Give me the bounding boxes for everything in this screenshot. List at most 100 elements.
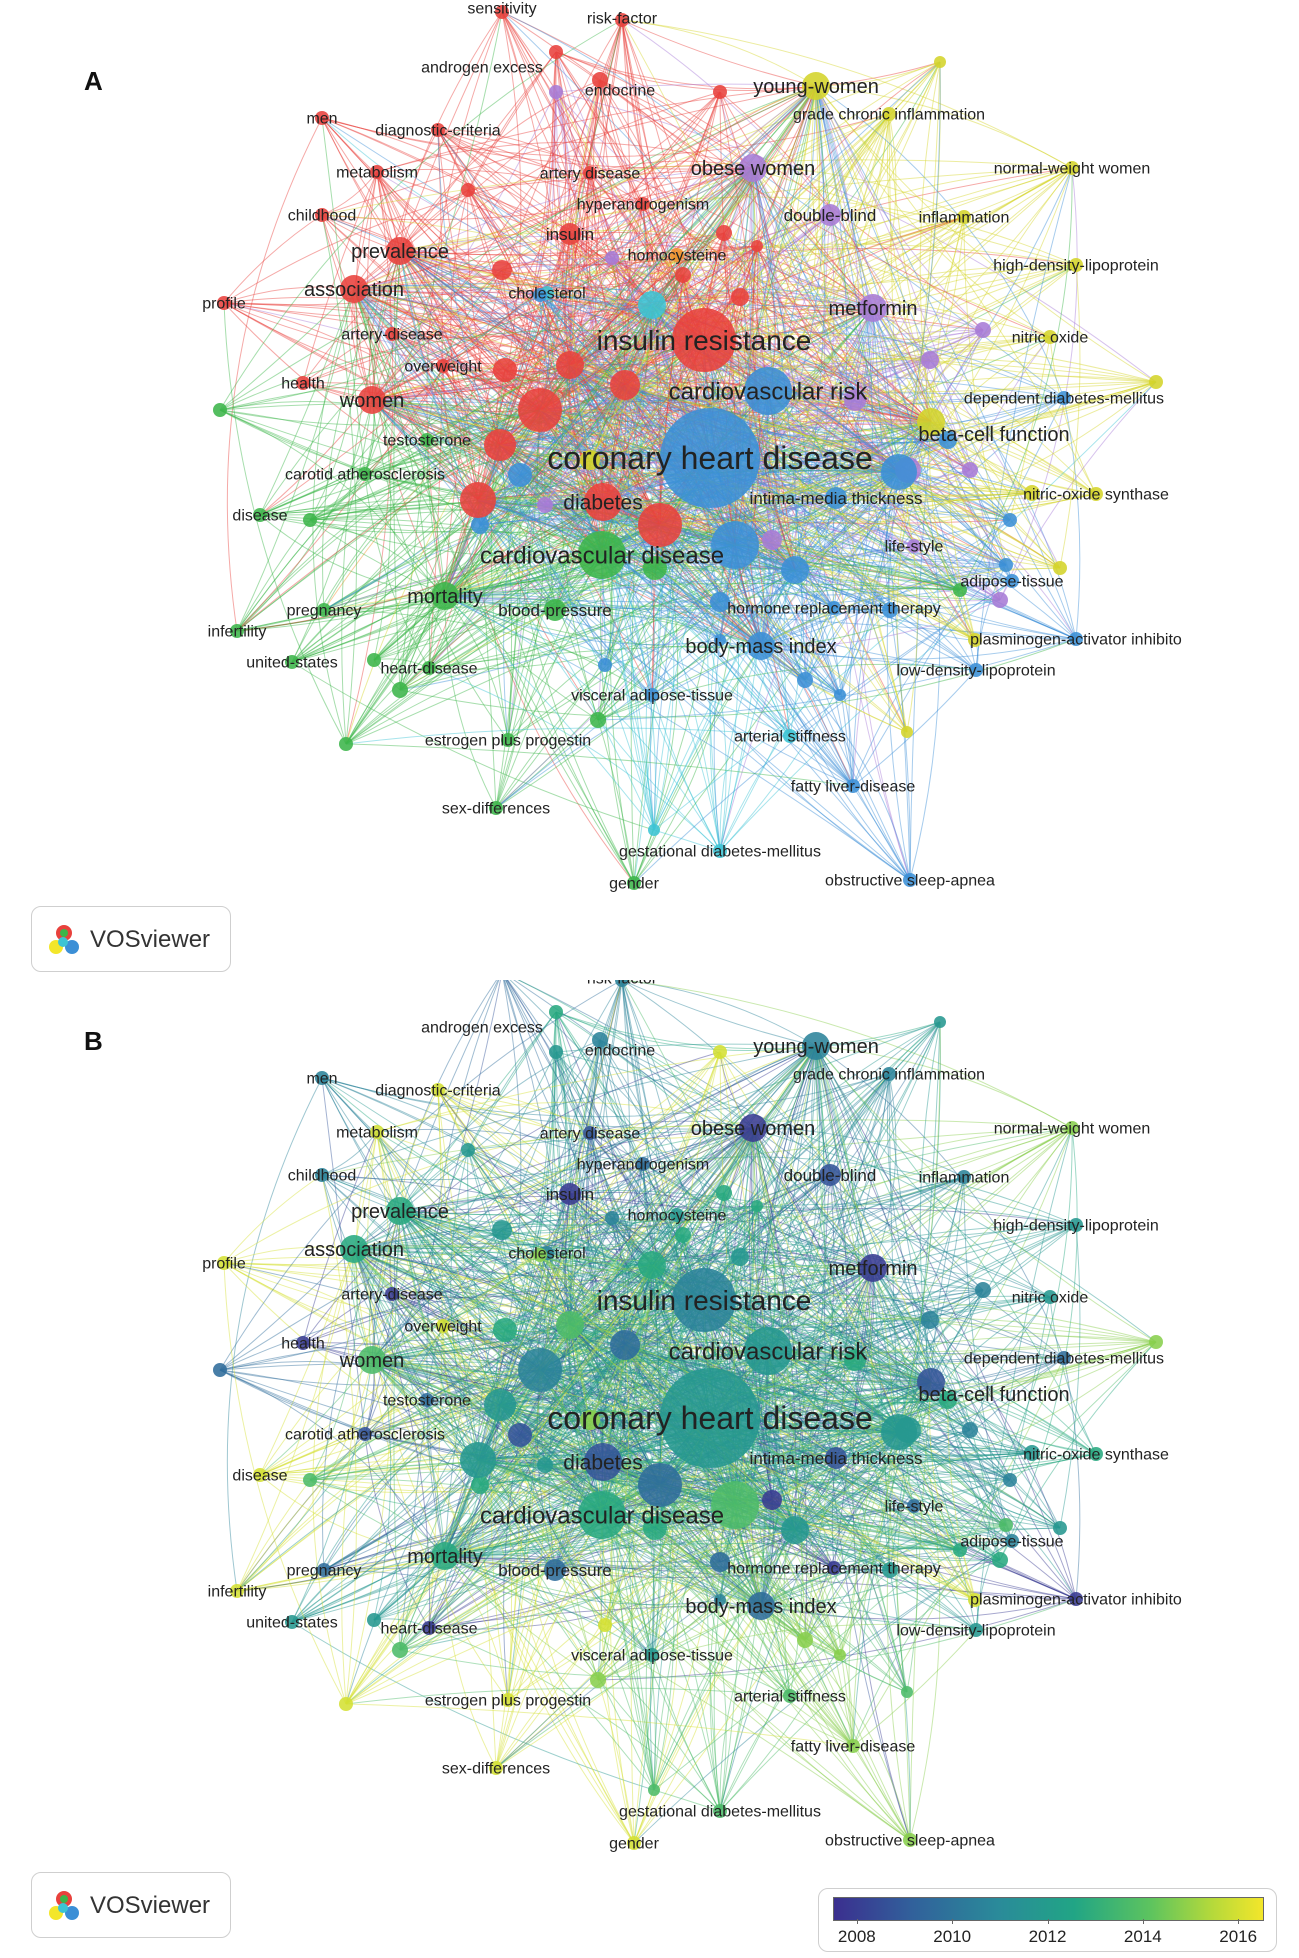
node-young-women[interactable] [802, 1032, 830, 1060]
node[interactable] [975, 1282, 991, 1298]
label-endocrine[interactable]: endocrine [585, 83, 655, 100]
node[interactable] [556, 351, 584, 379]
node-artery-disease[interactable] [385, 1287, 399, 1301]
label-gestational-diabetes-mellitus[interactable]: gestational diabetes-mellitus [619, 1804, 821, 1821]
label-low-density-lipoprotein[interactable]: low-density-lipoprotein [896, 1623, 1055, 1640]
node-life-style[interactable] [907, 1499, 921, 1513]
node-disease[interactable] [253, 508, 267, 522]
node[interactable] [1149, 375, 1163, 389]
node[interactable] [731, 288, 749, 306]
label-double-blind[interactable]: double-blind [784, 206, 877, 225]
node[interactable] [460, 482, 496, 518]
node-cardiovascular-disease[interactable] [578, 1491, 626, 1539]
node-sensitivity[interactable] [495, 5, 509, 19]
node[interactable] [999, 1518, 1013, 1532]
node-estrogen-plus-progestin[interactable] [501, 733, 515, 747]
label-cholesterol[interactable]: cholesterol [508, 1246, 585, 1263]
label-plasminogen-activator-inhibito[interactable]: plasminogen-activator inhibito [970, 1592, 1182, 1609]
node-metabolism[interactable] [370, 1125, 384, 1139]
node-blood-pressure[interactable] [544, 599, 566, 621]
label-grade-chronic-inflammation[interactable]: grade chronic inflammation [793, 1067, 985, 1084]
node-arterial-stiffness[interactable] [783, 729, 797, 743]
node-endocrine[interactable] [549, 1045, 563, 1059]
node[interactable] [492, 260, 512, 280]
label-body-mass-index[interactable]: body-mass index [685, 1596, 836, 1618]
label-united-states[interactable]: united-states [246, 1615, 338, 1632]
node-gender[interactable] [627, 876, 641, 890]
label-diabetes[interactable]: diabetes [563, 491, 642, 514]
node[interactable] [580, 450, 600, 470]
node-testosterone[interactable] [420, 1393, 434, 1407]
node[interactable] [962, 1422, 978, 1438]
node[interactable] [939, 1391, 957, 1409]
node[interactable] [508, 463, 532, 487]
node-nitric-oxide[interactable] [1043, 330, 1057, 344]
node-insulin[interactable] [559, 1183, 581, 1205]
node-heart-disease[interactable] [422, 1621, 436, 1635]
vosviewer-badge-a[interactable]: VOSviewer [31, 906, 231, 972]
node-life-style[interactable] [907, 539, 921, 553]
node[interactable] [1053, 561, 1067, 575]
node-obstructive-sleep-apnea[interactable] [903, 873, 917, 887]
node-obstructive-sleep-apnea[interactable] [903, 1833, 917, 1847]
node[interactable] [1053, 1521, 1067, 1535]
node[interactable] [713, 85, 727, 99]
node[interactable] [921, 1311, 939, 1329]
node[interactable] [834, 689, 846, 701]
node[interactable] [881, 454, 917, 490]
node-artery-disease[interactable] [385, 327, 399, 341]
node[interactable] [751, 1200, 763, 1212]
label-men[interactable]: men [306, 111, 337, 128]
label-high-density-lipoprotein[interactable]: high-density-lipoprotein [993, 1218, 1158, 1235]
label-metabolism[interactable]: metabolism [336, 1125, 418, 1142]
node[interactable] [533, 288, 547, 302]
label-arterial-stiffness[interactable]: arterial stiffness [734, 729, 846, 746]
label-disease[interactable]: disease [232, 1468, 287, 1485]
node[interactable] [392, 1642, 408, 1658]
node[interactable] [939, 431, 957, 449]
label-nitric-oxide[interactable]: nitric oxide [1012, 330, 1089, 347]
node[interactable] [762, 1490, 782, 1510]
label-artery-disease[interactable]: artery disease [540, 1126, 641, 1143]
label-infertility[interactable]: infertility [208, 624, 267, 641]
label-artery-disease[interactable]: artery disease [540, 166, 641, 183]
label-normal-weight-women[interactable]: normal-weight women [994, 161, 1151, 178]
node-diagnostic-criteria[interactable] [431, 123, 445, 137]
label-health[interactable]: health [281, 1336, 325, 1353]
node[interactable] [968, 633, 982, 647]
node[interactable] [901, 1686, 913, 1698]
node-beta-cell-function[interactable] [917, 408, 945, 436]
node-overweight[interactable] [436, 359, 450, 373]
node-association[interactable] [340, 275, 368, 303]
node[interactable] [471, 1476, 489, 1494]
label-prevalence[interactable]: prevalence [351, 241, 449, 263]
node-mortality[interactable] [431, 582, 459, 610]
node-high-density-lipoprotein[interactable] [1069, 258, 1083, 272]
node-metabolism[interactable] [370, 165, 384, 179]
node[interactable] [781, 1516, 809, 1544]
label-risk-factor[interactable]: risk-factor [587, 980, 658, 988]
label-visceral-adipose-tissue[interactable]: visceral adipose-tissue [571, 688, 733, 705]
node[interactable] [882, 602, 898, 618]
node-gender[interactable] [627, 1836, 641, 1850]
node[interactable] [711, 521, 759, 569]
label-grade-chronic-inflammation[interactable]: grade chronic inflammation [793, 107, 985, 124]
node-infertility[interactable] [230, 1584, 244, 1598]
node-metformin[interactable] [859, 1254, 887, 1282]
label-carotid-atherosclerosis[interactable]: carotid atherosclerosis [285, 1427, 445, 1444]
label-gender[interactable]: gender [609, 876, 659, 893]
node[interactable] [710, 1552, 730, 1572]
vosviewer-badge-b[interactable]: VOSviewer [31, 1872, 231, 1938]
node-androgen-excess[interactable] [549, 45, 563, 59]
node-childhood[interactable] [315, 208, 329, 222]
label-testosterone[interactable]: testosterone [383, 433, 471, 450]
node-artery-disease[interactable] [583, 1126, 597, 1140]
label-gestational-diabetes-mellitus[interactable]: gestational diabetes-mellitus [619, 844, 821, 861]
node[interactable] [605, 1211, 619, 1225]
label-low-density-lipoprotein[interactable]: low-density-lipoprotein [896, 663, 1055, 680]
label-plasminogen-activator-inhibito[interactable]: plasminogen-activator inhibito [970, 632, 1182, 649]
node[interactable] [339, 1697, 353, 1711]
label-cardiovascular-risk[interactable]: cardiovascular risk [669, 378, 869, 405]
node[interactable] [556, 1311, 584, 1339]
node[interactable] [590, 1672, 606, 1688]
